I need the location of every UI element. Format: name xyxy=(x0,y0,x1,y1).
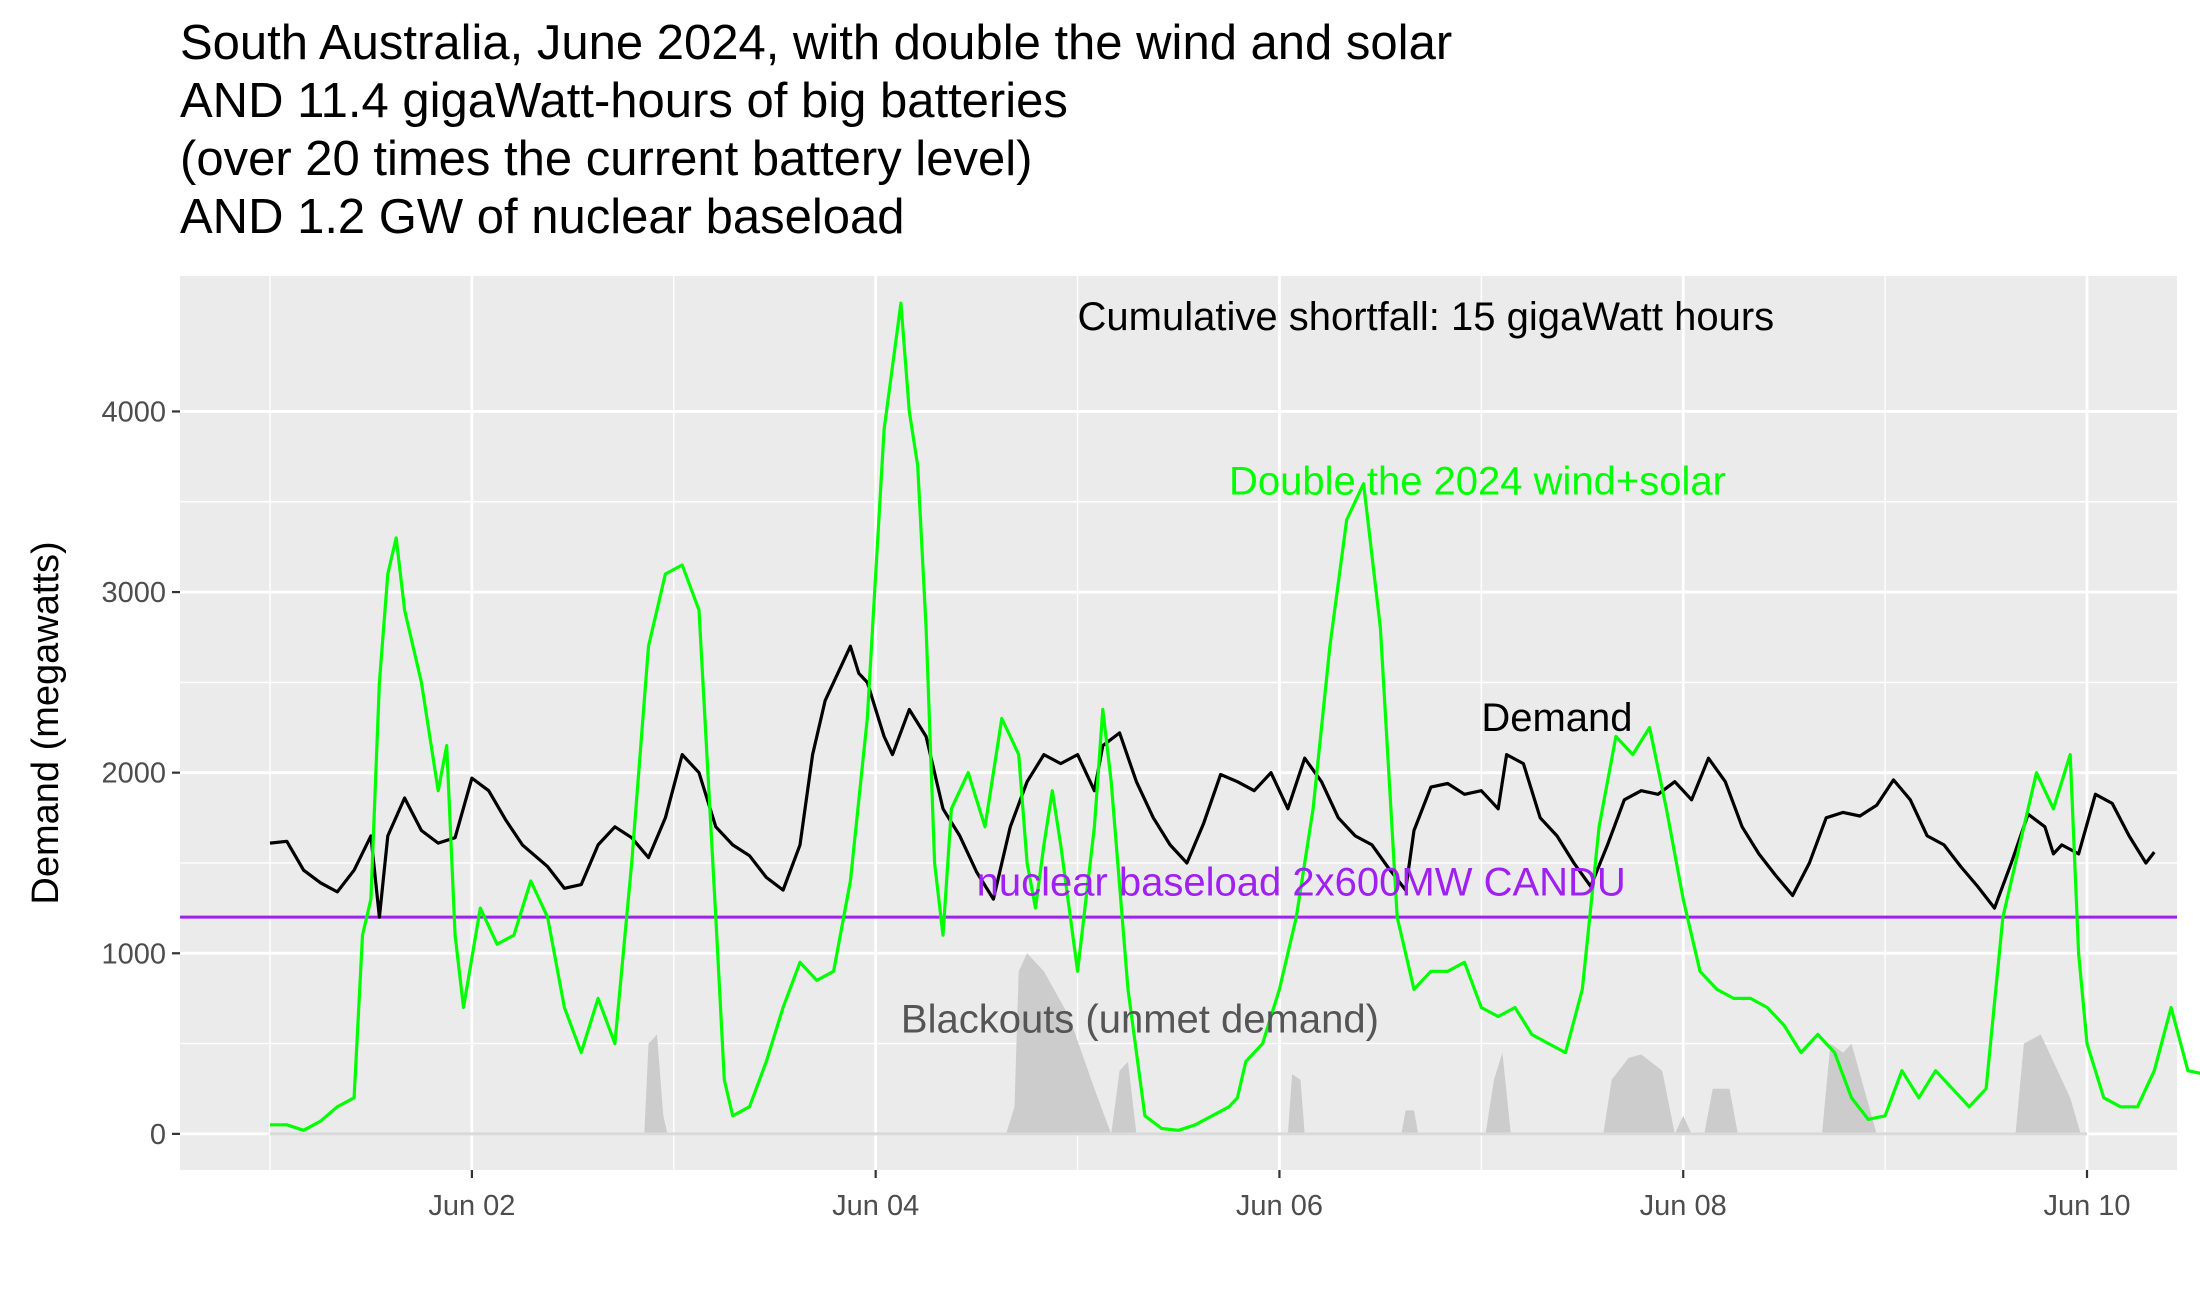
chart-title: South Australia, June 2024, with double … xyxy=(180,14,1452,246)
y-axis-label: Demand (megawatts) xyxy=(25,541,67,904)
y-tick-label: 4000 xyxy=(101,396,166,428)
annotation-2: Demand xyxy=(1481,696,1632,740)
x-tick-label: Jun 06 xyxy=(1236,1190,1323,1222)
blackouts-area xyxy=(270,953,2087,1134)
title-line-4: AND 1.2 GW of nuclear baseload xyxy=(180,190,905,244)
plot-panel xyxy=(180,276,2177,1170)
demand-line xyxy=(269,644,2156,919)
annotation-3: nuclear baseload 2x600MW CANDU xyxy=(977,860,1626,904)
annotation-4: Blackouts (unmet demand) xyxy=(901,998,1379,1042)
title-line-3: (over 20 times the current battery level… xyxy=(180,132,1033,186)
x-tick-label: Jun 02 xyxy=(428,1190,515,1222)
series-layer xyxy=(180,301,2200,1136)
y-tick-label: 0 xyxy=(150,1119,166,1151)
title-line-1: South Australia, June 2024, with double … xyxy=(180,16,1453,70)
title-line-2: AND 11.4 gigaWatt-hours of big batteries xyxy=(180,74,1068,128)
axis-layer: 0 1000 2000 3000 4000 Jun 02 Jun 04 Jun 06 Jun 0… xyxy=(101,396,2130,1222)
annotation-0: Cumulative shortfall: 15 gigaWatt hours xyxy=(1078,295,1775,339)
x-tick-label: Jun 04 xyxy=(832,1190,919,1222)
wind-solar-line xyxy=(270,301,2200,1132)
y-tick-label: 2000 xyxy=(101,758,166,790)
grid-minor xyxy=(180,276,2177,1170)
x-tick-label: Jun 08 xyxy=(1640,1190,1727,1222)
annotation-1: Double the 2024 wind+solar xyxy=(1229,460,1726,504)
y-tick-label: 1000 xyxy=(101,938,166,970)
annotation-layer: Cumulative shortfall: 15 gigaWatt hours D… xyxy=(901,295,1774,1042)
x-tick-label: Jun 10 xyxy=(2043,1190,2130,1222)
y-tick-label: 3000 xyxy=(101,577,166,609)
